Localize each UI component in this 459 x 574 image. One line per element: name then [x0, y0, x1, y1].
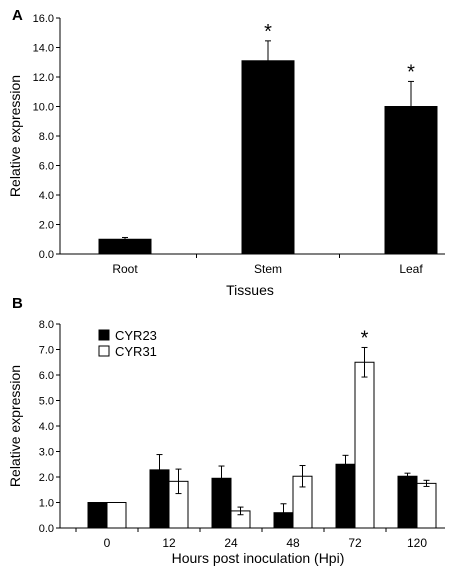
bar — [416, 482, 437, 529]
bar — [106, 502, 127, 529]
bar — [354, 361, 375, 529]
panel-a: A 0.0 2.0 4.0 6.0 8.0 10.0 12.0 14.0 16.0 Root Stem… — [7, 7, 445, 298]
legend-swatch — [98, 345, 110, 357]
significance-star: * — [264, 21, 272, 43]
significance-star: * — [361, 327, 369, 349]
bar — [241, 60, 295, 255]
x-tick-label: Leaf — [399, 262, 423, 276]
y-tick-label: 0.0 — [39, 523, 54, 535]
x-tick-label: 12 — [162, 536, 176, 550]
significance-star: * — [407, 61, 415, 83]
y-tick-label: 2.0 — [39, 472, 54, 484]
x-tick-label: 48 — [286, 536, 300, 550]
y-tick-label: 12.0 — [33, 72, 54, 84]
y-tick-label: 14.0 — [33, 43, 54, 55]
x-tick-label: 0 — [104, 536, 111, 550]
panel-b: B 0.0 1.0 2.0 3.0 4.0 5.0 6.0 7.0 8.0 0 12 24 48 72 120… — [7, 295, 445, 566]
x-tick-label: 24 — [224, 536, 238, 550]
y-tick-label: 4.0 — [39, 190, 54, 202]
x-tick-label: 72 — [348, 536, 362, 550]
y-tick-label: 6.0 — [39, 161, 54, 173]
legend-label: CYR23 — [115, 328, 157, 343]
x-tick-label: Stem — [254, 262, 282, 276]
y-tick-label: 8.0 — [39, 131, 54, 143]
x-tick-label: 120 — [407, 536, 427, 550]
bar — [335, 463, 356, 529]
y-tick-label: 5.0 — [39, 396, 54, 408]
y-axis-title: Relative expression — [7, 75, 23, 197]
x-axis-title: Tissues — [226, 282, 274, 298]
y-axis-title: Relative expression — [7, 365, 23, 487]
y-tick-label: 8.0 — [39, 319, 54, 331]
y-tick-label: 10.0 — [33, 102, 54, 114]
x-axis-title: Hours post inoculation (Hpi) — [172, 550, 345, 566]
x-tick-label: Root — [112, 262, 138, 276]
y-tick-label: 1.0 — [39, 498, 54, 510]
legend-swatch — [98, 329, 110, 341]
y-tick-label: 16.0 — [33, 13, 54, 25]
y-tick-label: 6.0 — [39, 370, 54, 382]
y-tick-label: 7.0 — [39, 345, 54, 357]
bar — [397, 475, 418, 529]
y-tick-label: 4.0 — [39, 421, 54, 433]
bar — [87, 502, 108, 529]
y-tick-label: 2.0 — [39, 220, 54, 232]
y-tick-label: 3.0 — [39, 447, 54, 459]
panel-label: A — [12, 7, 23, 24]
legend-label: CYR31 — [115, 344, 157, 359]
panel-label: B — [12, 295, 23, 312]
y-tick-label: 0.0 — [39, 249, 54, 261]
